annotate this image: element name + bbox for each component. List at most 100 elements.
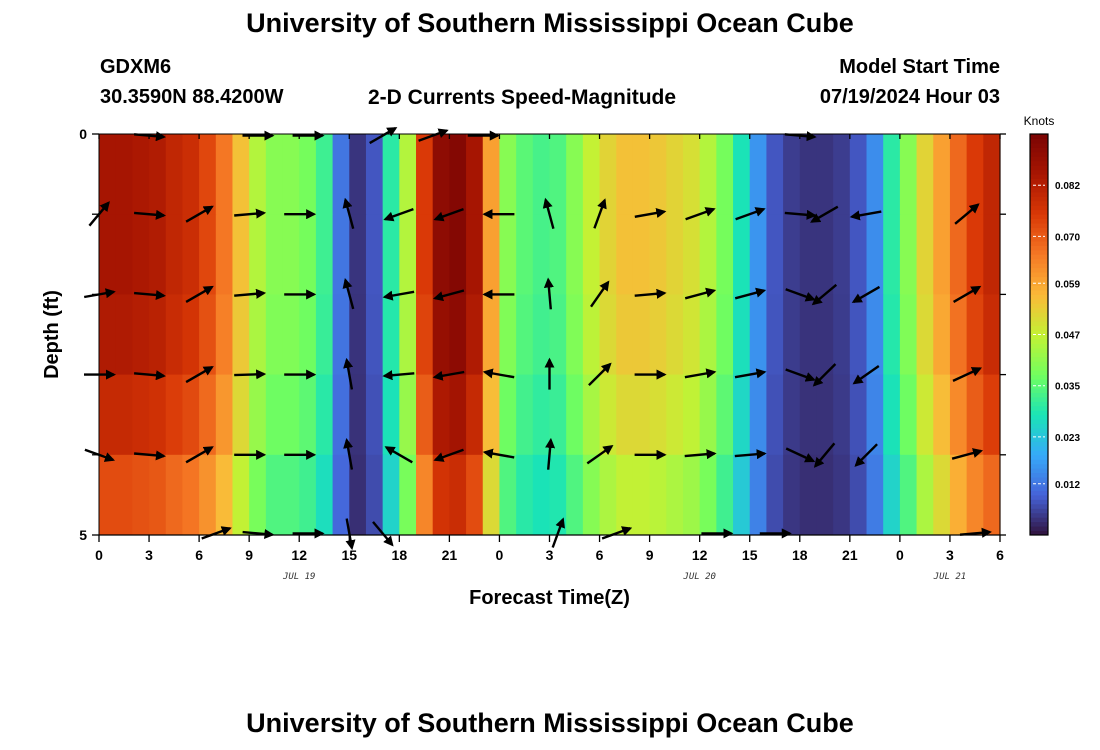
colorbar-segment (1030, 258, 1048, 264)
heatmap-cell (933, 294, 951, 375)
heatmap-cell (733, 134, 751, 215)
heatmap-cell (132, 134, 150, 215)
current-vector (418, 128, 449, 142)
heatmap-cell (449, 454, 467, 536)
heatmap-cell (299, 454, 317, 536)
heatmap-cell (199, 374, 217, 456)
heatmap-cell (766, 454, 784, 536)
x-axis-title: Forecast Time(Z) (469, 587, 630, 609)
heatmap-cell (315, 294, 334, 375)
heatmap-cell (766, 294, 784, 375)
colorbar-segment (1030, 134, 1048, 139)
heatmap-cell (749, 294, 768, 375)
current-vector (601, 526, 633, 540)
colorbar-segment (1030, 379, 1048, 385)
heatmap-cell (249, 134, 267, 215)
colorbar-segment (1030, 347, 1048, 353)
current-vector (849, 210, 882, 221)
colorbar-segment (1030, 512, 1048, 518)
x-tick-label: 21 (842, 547, 858, 563)
heatmap-cell (549, 454, 567, 536)
colorbar-segment (1030, 334, 1048, 340)
current-vector (133, 289, 167, 301)
heatmap-cell (315, 374, 334, 456)
heatmap-cell (816, 294, 834, 375)
heatmap-cell (382, 454, 400, 536)
heatmap-cell (849, 134, 868, 215)
current-vector (952, 367, 983, 382)
current-vector (343, 438, 354, 470)
heatmap-cell (416, 214, 434, 295)
heatmap-cell (149, 454, 167, 536)
colorbar-segment (1030, 196, 1048, 202)
colorbar-segment (1030, 356, 1048, 362)
heatmap-cell (99, 134, 117, 215)
colorbar-segment (1030, 236, 1048, 242)
heatmap-cell (99, 454, 117, 536)
colorbar-segment (1030, 321, 1048, 327)
heatmap-cell (599, 374, 617, 456)
heatmap-cell (132, 214, 150, 295)
heatmap-cell (716, 134, 734, 215)
heatmap-cell (916, 374, 934, 456)
x-tick-label: 15 (742, 547, 758, 563)
heatmap-cell (149, 294, 167, 375)
current-vector (133, 209, 167, 220)
heatmap-cell (249, 294, 267, 375)
heatmap-cell (516, 214, 534, 295)
heatmap-cell (649, 294, 667, 375)
colorbar: 0.082 0.070 0.059 0.047 0.035 0.023 0.012 Knots (1024, 114, 1080, 536)
colorbar-segment (1030, 165, 1048, 171)
heatmap-cell (716, 294, 734, 375)
current-vector (586, 445, 614, 465)
colorbar-segment (1030, 401, 1048, 407)
heatmap-cell (265, 214, 284, 295)
heatmap-cell (199, 454, 217, 536)
colorbar-segment (1030, 441, 1048, 447)
current-vector (234, 288, 267, 299)
colorbar-segment (1030, 454, 1048, 460)
heatmap-cell (783, 294, 801, 375)
page-title: University of Southern Mississippi Ocean… (246, 8, 854, 38)
colorbar-segment (1030, 450, 1048, 456)
heatmap-cell (115, 454, 133, 536)
colorbar-segment (1030, 530, 1048, 536)
y-tick-label: 5 (79, 527, 87, 543)
current-vector (734, 449, 767, 460)
heatmap-cell (899, 214, 918, 295)
heatmap-cell (332, 294, 350, 375)
current-vector (951, 448, 984, 460)
heatmap-cell (282, 214, 300, 295)
current-vector (345, 518, 356, 551)
current-vector (551, 517, 565, 548)
current-vector (234, 369, 267, 380)
heatmap-cell (199, 134, 217, 215)
colorbar-segment (1030, 526, 1048, 532)
x-tick-label: 18 (392, 547, 408, 563)
heatmap-cell (99, 294, 117, 375)
current-vector (242, 528, 275, 540)
heatmap-cell (983, 294, 1001, 375)
heatmap-cell (966, 134, 984, 215)
colorbar-segment (1030, 245, 1048, 251)
current-vector (372, 521, 394, 547)
colorbar-segment (1030, 187, 1048, 193)
heatmap-cell (282, 134, 300, 215)
heatmap-cell (232, 374, 250, 456)
heatmap-cell (582, 374, 601, 456)
current-vector (854, 443, 878, 467)
heatmap-cell (783, 214, 801, 295)
current-vector (812, 363, 837, 387)
heatmap-cell (516, 374, 534, 456)
heatmap-cell (265, 374, 284, 456)
colorbar-segment (1030, 330, 1048, 335)
colorbar-segment (1030, 436, 1048, 442)
heatmap-cell (482, 454, 501, 536)
heatmap-cell (532, 294, 551, 375)
heatmap-cell (799, 214, 818, 295)
current-vector (369, 127, 398, 145)
heatmap-cell (215, 214, 234, 295)
colorbar-segment (1030, 316, 1048, 322)
colorbar-tick-label: 0.070 (1055, 232, 1080, 243)
